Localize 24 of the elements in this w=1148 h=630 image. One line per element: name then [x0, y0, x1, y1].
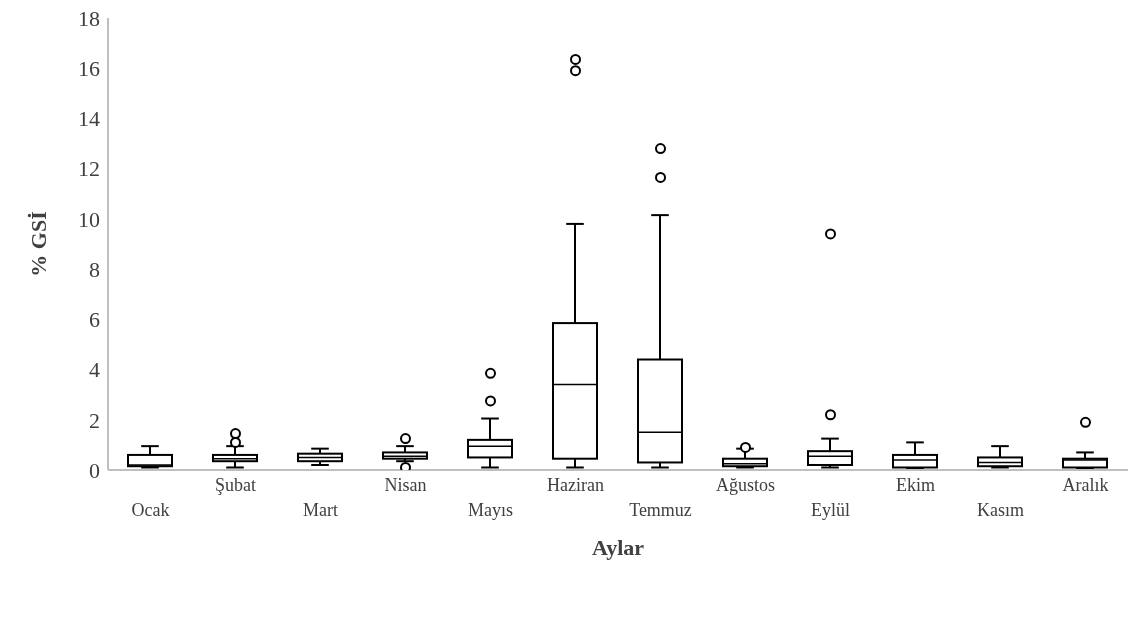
x-axis-title: Aylar	[591, 535, 645, 560]
y-tick-label: 6	[89, 307, 100, 333]
y-tick-label: 10	[78, 206, 100, 232]
x-tick-label: Ağustos	[715, 475, 776, 495]
x-tick-label: Haziran	[547, 475, 604, 495]
x-tick-label: Kasım	[977, 500, 1024, 520]
x-tick-label: Mayıs	[468, 500, 513, 520]
y-tick-label: 8	[89, 256, 100, 282]
y-tick-label: 4	[89, 357, 100, 383]
x-tick-label: Ocak	[131, 500, 170, 520]
y-tick-label: 0	[89, 457, 100, 483]
x-tick-label: Eylül	[811, 500, 850, 520]
y-tick-label: 2	[89, 407, 100, 433]
x-tick-label: Temmuz	[629, 500, 692, 520]
x-tick-label: Ekim	[896, 475, 935, 495]
y-tick-label: 14	[78, 106, 100, 132]
y-tick-label: 18	[78, 5, 100, 31]
y-axis-title: % GSİ	[25, 211, 51, 277]
x-tick-label: Şubat	[214, 475, 257, 495]
y-tick-label: 16	[78, 56, 100, 82]
x-tick-label: Mart	[303, 500, 338, 520]
y-tick-label: 12	[78, 156, 100, 182]
x-tick-label: Aralık	[1062, 475, 1109, 495]
x-tick-label: Nisan	[384, 475, 427, 495]
